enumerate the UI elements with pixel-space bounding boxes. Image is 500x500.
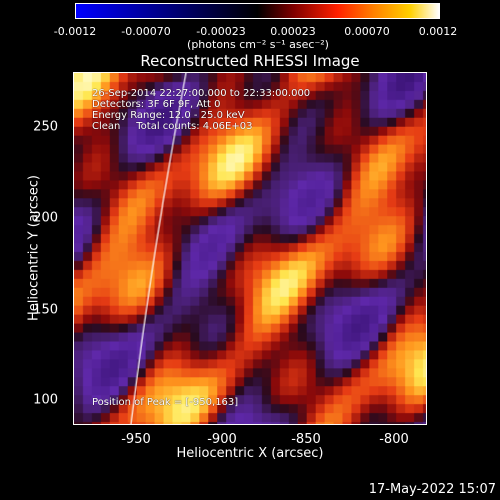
colorbar <box>75 3 440 19</box>
plot-title: Reconstructed RHESSI Image <box>140 52 360 70</box>
annotation-time: 26-Sep-2014 22:27:00.000 to 22:33:00.000 <box>92 88 311 99</box>
y-axis-label: Heliocentric Y (arcsec) <box>26 175 42 321</box>
x-tick: -900 <box>207 432 237 447</box>
colorbar-units: (photons cm⁻² s⁻¹ asec⁻²) <box>187 38 329 51</box>
annotation-detectors: Detectors: 3F 6F 9F, Att 0 <box>92 99 221 110</box>
colorbar-tick: 0.00023 <box>270 25 316 38</box>
colorbar-tick: 0.00070 <box>344 25 390 38</box>
annotation-energy: Energy Range: 12.0 - 25.0 keV <box>92 110 245 121</box>
y-tick: 150 <box>33 302 58 318</box>
annotation-clean: Clean Total counts: 4.06E+03 <box>92 121 253 132</box>
annotation-peak: Position of Peak = [-950,163] <box>92 397 239 408</box>
x-tick: -850 <box>291 432 321 447</box>
x-tick: -800 <box>379 432 409 447</box>
image-plot <box>73 72 427 425</box>
y-tick: 250 <box>33 119 58 135</box>
colorbar-tick: -0.0012 <box>53 25 97 38</box>
colorbar-tick: 0.0012 <box>418 25 458 38</box>
heatmap-image <box>74 73 426 424</box>
x-tick: -950 <box>121 432 151 447</box>
x-axis-label: Heliocentric X (arcsec) <box>176 446 324 461</box>
y-tick: 200 <box>33 210 58 226</box>
colorbar-tick: -0.00070 <box>121 25 171 38</box>
timestamp: 17-May-2022 15:07 <box>368 482 496 497</box>
colorbar-tick: -0.00023 <box>196 25 246 38</box>
y-tick: 100 <box>33 392 58 408</box>
